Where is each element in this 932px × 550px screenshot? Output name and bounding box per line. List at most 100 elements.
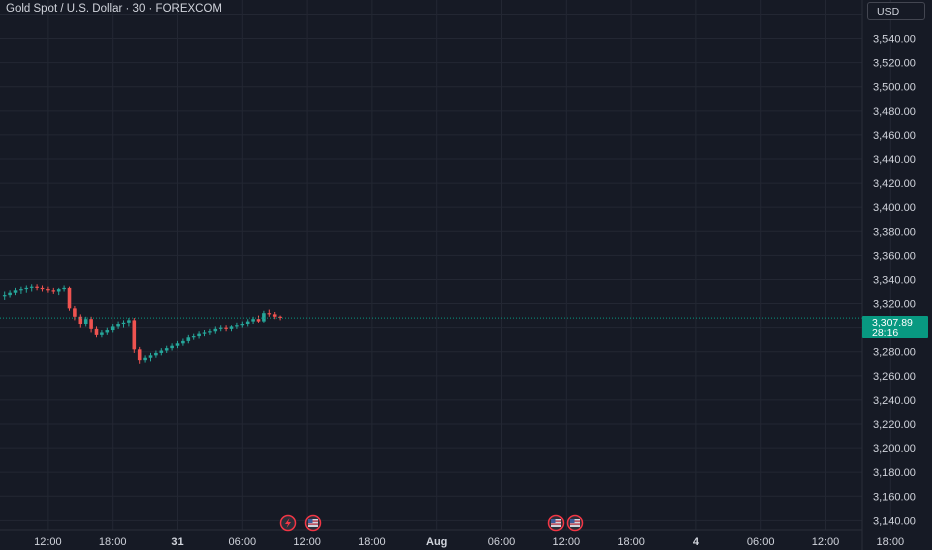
candle <box>19 286 23 294</box>
candle <box>67 286 72 311</box>
time-tick-label: 18:00 <box>99 536 127 548</box>
candle <box>262 310 266 323</box>
candle <box>229 325 234 332</box>
candle <box>110 324 115 333</box>
candle <box>13 287 18 296</box>
candle <box>62 285 66 292</box>
price-tick-label: 3,220.00 <box>873 419 916 431</box>
price-tick-label: 3,280.00 <box>873 347 916 359</box>
time-tick-label: 18:00 <box>617 536 645 548</box>
candle <box>121 320 126 328</box>
candle <box>224 325 228 332</box>
candle <box>245 319 250 327</box>
time-tick-label: 06:00 <box>229 536 257 548</box>
candle <box>154 350 158 358</box>
price-tick-label: 3,480.00 <box>873 106 916 118</box>
last-price-label: 3,307.89 28:16 <box>862 316 928 338</box>
time-tick-label: Aug <box>426 536 447 548</box>
candle <box>208 328 212 335</box>
time-tick-label: 4 <box>693 536 700 548</box>
candle <box>137 346 142 364</box>
candle <box>83 316 88 327</box>
time-axis: 12:00 18:00 31 06:00 12:00 18:00 Aug 06:00 12:00… <box>0 529 905 548</box>
candle <box>235 322 239 329</box>
candle <box>127 318 131 327</box>
last-price-value: 3,307.89 <box>872 317 913 329</box>
event-markers <box>279 514 584 532</box>
price-tick-label: 3,500.00 <box>873 82 916 94</box>
us-flag-icon[interactable] <box>547 514 565 532</box>
symbol-title[interactable]: Gold Spot / U.S. Dollar · 30 · FOREXCOM <box>6 3 223 15</box>
candle <box>29 284 34 292</box>
candle <box>143 355 147 363</box>
candle <box>181 338 185 346</box>
candle <box>175 340 180 349</box>
time-tick-label: 31 <box>171 536 183 548</box>
time-tick-label: 12:00 <box>553 536 581 548</box>
candle <box>267 309 272 317</box>
candle <box>116 321 120 329</box>
candle <box>73 305 77 321</box>
candle <box>159 348 164 356</box>
candle <box>272 311 277 320</box>
candle <box>170 343 174 351</box>
price-tick-label: 3,320.00 <box>873 299 916 311</box>
candle <box>148 352 153 362</box>
time-tick-label: 12:00 <box>34 536 62 548</box>
price-tick-label: 3,380.00 <box>873 226 916 238</box>
candle <box>256 315 261 323</box>
candle <box>35 284 39 291</box>
time-tick-label: 18:00 <box>877 536 905 548</box>
candle <box>78 314 83 328</box>
candlestick-series <box>2 284 282 364</box>
candle <box>213 326 218 334</box>
grid-lines <box>0 0 891 530</box>
price-tick-label: 3,180.00 <box>873 467 916 479</box>
price-tick-label: 3,440.00 <box>873 154 916 166</box>
candle <box>105 327 110 335</box>
bar-countdown: 28:16 <box>872 327 899 339</box>
currency-button[interactable]: USD <box>867 2 925 20</box>
candle <box>218 325 223 332</box>
candle <box>40 285 45 292</box>
candle <box>240 321 245 328</box>
candle <box>132 318 137 353</box>
candle <box>278 315 282 321</box>
price-tick-label: 3,200.00 <box>873 443 916 455</box>
candle <box>24 285 29 293</box>
time-tick-label: 06:00 <box>488 536 516 548</box>
candle <box>251 316 255 325</box>
price-tick-label: 3,340.00 <box>873 274 916 286</box>
time-tick-label: 12:00 <box>293 536 321 548</box>
candle <box>197 331 201 339</box>
price-tick-label: 3,360.00 <box>873 250 916 262</box>
price-axis: 3,140.00 3,160.00 3,180.00 3,200.00 3,220.00… <box>861 0 916 550</box>
us-flag-icon[interactable] <box>566 514 584 532</box>
candle <box>46 286 50 293</box>
candle <box>94 326 99 338</box>
price-tick-label: 3,540.00 <box>873 34 916 46</box>
time-tick-label: 12:00 <box>812 536 840 548</box>
us-flag-icon[interactable] <box>304 514 322 532</box>
time-tick-label: 18:00 <box>358 536 386 548</box>
price-tick-label: 3,520.00 <box>873 58 916 70</box>
price-tick-label: 3,400.00 <box>873 202 916 214</box>
candle <box>100 330 104 338</box>
candle <box>191 333 196 340</box>
candle <box>2 291 7 300</box>
candle <box>202 330 207 337</box>
lightning-icon[interactable] <box>279 514 297 532</box>
price-tick-label: 3,260.00 <box>873 371 916 383</box>
price-tick-label: 3,160.00 <box>873 491 916 503</box>
price-tick-label: 3,460.00 <box>873 130 916 142</box>
candle <box>51 287 56 294</box>
time-tick-label: 06:00 <box>747 536 775 548</box>
candle <box>89 316 93 333</box>
candle <box>56 287 61 296</box>
price-tick-label: 3,140.00 <box>873 515 916 527</box>
price-tick-label: 3,420.00 <box>873 178 916 190</box>
candle <box>164 345 169 353</box>
price-tick-label: 3,240.00 <box>873 395 916 407</box>
candle <box>186 334 191 344</box>
